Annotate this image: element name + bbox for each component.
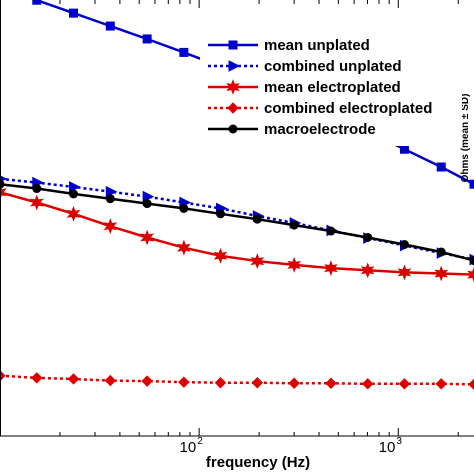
series-line-macroelectrode: [0, 182, 474, 262]
data-point-mean-unplated: [32, 0, 42, 5]
data-point-mean-unplated: [142, 34, 152, 44]
data-point-macroelectrode: [69, 189, 79, 199]
data-point-combined-electroplated: [325, 377, 337, 389]
data-point-mean-unplated: [69, 8, 79, 18]
legend: mean unplated combined unplated mean elect…: [200, 28, 462, 146]
data-point-mean-electroplated: [213, 247, 228, 264]
data-point-mean-electroplated: [30, 194, 44, 211]
legend-label-macroelectrode: macroelectrode: [264, 121, 376, 138]
plot-frame: [0, 0, 474, 437]
series-line-mean-electroplated: [0, 191, 474, 276]
data-point-macroelectrode: [215, 209, 225, 219]
data-point-combined-electroplated: [67, 373, 80, 385]
data-point-mean-unplated: [399, 144, 409, 154]
legend-marker-mean-electroplated: [226, 79, 240, 95]
legend-entry-mean-unplated: mean unplated: [208, 37, 370, 54]
data-point-mean-unplated: [105, 21, 115, 31]
legend-marker-combined-unplated: [228, 60, 241, 72]
data-point-macroelectrode: [399, 239, 409, 249]
series-line-combined-electroplated: [0, 374, 474, 386]
data-point-mean-electroplated: [0, 184, 7, 201]
legend-entry-combined-electroplated: combined electroplated: [208, 100, 432, 117]
data-point-macroelectrode: [252, 214, 262, 224]
data-point-macroelectrode: [326, 226, 336, 236]
data-point-macroelectrode: [436, 247, 446, 257]
legend-label-mean-electroplated: mean electroplated: [264, 79, 401, 96]
x-tick-label: 102: [180, 436, 204, 456]
data-point-mean-electroplated: [287, 257, 301, 273]
series-combined-electroplated: [0, 370, 474, 391]
data-point-combined-electroplated: [288, 377, 300, 389]
data-point-mean-electroplated: [397, 264, 412, 281]
data-point-mean-electroplated: [324, 260, 338, 276]
data-point-macroelectrode: [469, 256, 474, 266]
data-point-mean-unplated: [179, 47, 189, 57]
legend-entry-macroelectrode: macroelectrode: [208, 121, 376, 138]
series-mean-electroplated: [0, 184, 474, 283]
data-point-mean-electroplated: [103, 218, 118, 235]
x-axis-label: frequency (Hz): [206, 454, 310, 471]
legend-label-combined-electroplated: combined electroplated: [264, 100, 432, 117]
data-point-mean-electroplated: [140, 229, 155, 246]
legend-marker-macroelectrode: [228, 124, 238, 134]
data-point-mean-electroplated: [467, 266, 474, 283]
legend-marker-mean-unplated: [228, 40, 238, 50]
data-point-combined-electroplated: [141, 375, 153, 387]
data-point-mean-electroplated: [250, 253, 265, 269]
data-point-macroelectrode: [289, 220, 299, 230]
data-point-combined-unplated: [105, 185, 118, 198]
data-point-combined-unplated: [142, 190, 155, 203]
legend-label-mean-unplated: mean unplated: [264, 37, 370, 54]
x-tick-label: 103: [379, 436, 403, 456]
legend-label-combined-unplated: combined unplated: [264, 58, 402, 75]
data-point-combined-electroplated: [251, 377, 264, 389]
data-point-combined-electroplated: [398, 378, 411, 390]
y-axis-label: Ohms (mean ± SD): [460, 94, 471, 183]
data-point-combined-electroplated: [178, 376, 190, 388]
data-point-mean-unplated: [436, 162, 446, 172]
data-point-combined-electroplated: [468, 378, 474, 391]
data-point-combined-unplated: [69, 181, 81, 193]
data-point-macroelectrode: [142, 199, 152, 209]
data-point-macroelectrode: [32, 184, 42, 194]
data-point-mean-electroplated: [434, 265, 449, 282]
data-point-combined-electroplated: [104, 374, 117, 387]
data-point-mean-unplated: [469, 179, 474, 189]
legend-entry-mean-electroplated: mean electroplated: [208, 79, 401, 96]
data-point-macroelectrode: [363, 232, 373, 242]
data-point-mean-electroplated: [360, 262, 375, 279]
data-point-combined-electroplated: [361, 378, 374, 390]
data-point-combined-electroplated: [31, 372, 43, 384]
data-point-mean-electroplated: [176, 239, 191, 256]
series-combined-unplated: [0, 175, 474, 266]
data-point-combined-electroplated: [435, 378, 447, 390]
data-point-mean-electroplated: [66, 205, 81, 222]
data-point-macroelectrode: [179, 203, 189, 213]
legend-marker-combined-electroplated: [227, 102, 239, 114]
legend-entry-combined-unplated: combined unplated: [208, 58, 402, 75]
data-point-combined-electroplated: [0, 370, 6, 382]
data-point-macroelectrode: [105, 194, 115, 204]
series-macroelectrode: [0, 179, 474, 266]
data-point-combined-electroplated: [214, 377, 227, 389]
